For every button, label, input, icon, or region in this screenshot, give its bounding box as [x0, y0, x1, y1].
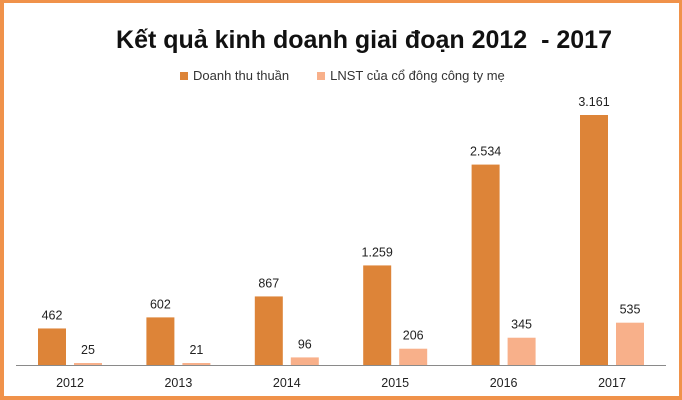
- x-tick-label: 2014: [273, 376, 301, 390]
- bar-profit-2017: [616, 322, 644, 365]
- legend-label-revenue: Doanh thu thuần: [193, 68, 290, 83]
- data-label: 345: [511, 318, 532, 332]
- x-tick-label: 2017: [598, 376, 626, 390]
- legend-label-profit: LNST của cổ đông công ty mẹ: [330, 68, 505, 83]
- bar-revenue-2014: [254, 296, 283, 365]
- chart-title: Kết quả kinh doanh giai đoạn 2012 - 2017: [116, 26, 612, 54]
- data-label: 25: [81, 343, 95, 357]
- x-tick-label: 2016: [490, 376, 518, 390]
- data-label: 867: [258, 276, 279, 290]
- legend-swatch-revenue: [180, 71, 188, 80]
- data-label: 96: [298, 337, 312, 351]
- data-label: 2.534: [470, 145, 501, 159]
- legend-item-profit: LNST của cổ đông công ty mẹ: [317, 68, 505, 83]
- x-tick-label: 2015: [381, 376, 409, 390]
- bar-profit-2013: [182, 363, 211, 365]
- data-label: 1.259: [362, 245, 393, 259]
- legend-swatch-profit: [317, 71, 326, 80]
- bar-revenue-2016: [471, 164, 500, 365]
- data-label: 206: [403, 329, 424, 343]
- data-label: 535: [620, 303, 641, 317]
- bar-profit-2014: [290, 357, 319, 365]
- data-label: 462: [42, 308, 63, 322]
- legend-item-revenue: Doanh thu thuần: [180, 68, 289, 83]
- bar-revenue-2017: [580, 115, 608, 365]
- bar-profit-2016: [507, 337, 536, 365]
- data-label: 602: [150, 297, 171, 311]
- bar-revenue-2013: [146, 317, 175, 365]
- bar-revenue-2012: [38, 328, 66, 365]
- data-label: 21: [189, 343, 203, 357]
- x-tick-label: 2013: [164, 376, 192, 390]
- x-tick-label: 2012: [56, 376, 84, 390]
- bar-profit-2015: [399, 348, 428, 365]
- data-label: 3.161: [578, 95, 609, 109]
- bar-revenue-2015: [363, 265, 392, 365]
- bar-profit-2012: [74, 363, 102, 365]
- chart-legend: Doanh thu thuần LNST của cổ đông công ty…: [180, 68, 505, 83]
